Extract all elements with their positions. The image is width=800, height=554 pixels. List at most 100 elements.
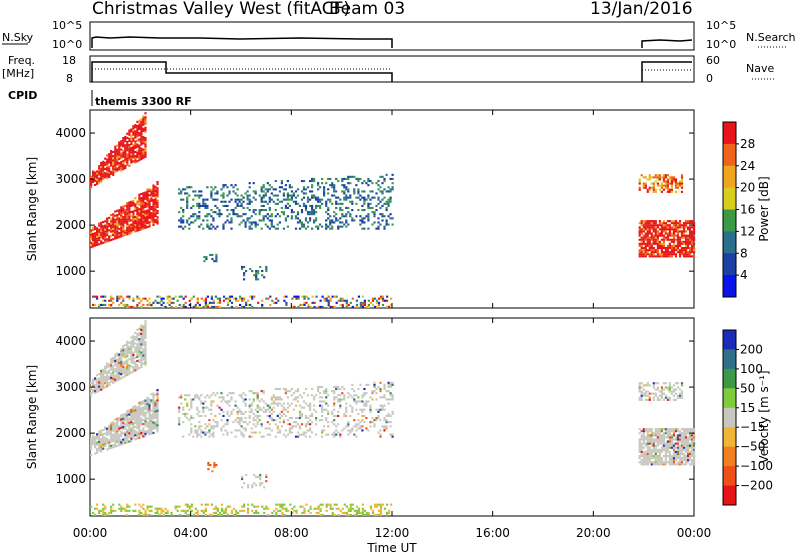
scatter-cell (200, 394, 203, 397)
scatter-cell (142, 142, 145, 145)
scatter-cell (292, 194, 295, 197)
scatter-cell (150, 305, 153, 308)
scatter-cell (124, 433, 127, 436)
scatter-cell (672, 236, 676, 239)
scatter-cell (114, 168, 117, 171)
scatter-cell (226, 204, 229, 207)
scatter-cell (241, 305, 244, 308)
scatter-cell (128, 417, 131, 420)
scatter-cell (693, 232, 696, 235)
scatter-cell (108, 299, 111, 302)
scatter-cell (116, 444, 119, 447)
scatter-cell (327, 433, 330, 436)
scatter-cell (124, 135, 127, 138)
scatter-cell (216, 198, 219, 201)
scatter-cell (136, 295, 139, 298)
scatter-cell (96, 227, 99, 230)
scatter-cell (363, 414, 366, 417)
scatter-cell (138, 138, 141, 141)
scatter-cell (337, 227, 340, 230)
scatter-cell (140, 149, 143, 152)
scatter-cell (682, 428, 686, 431)
scatter-cell (114, 509, 117, 512)
scatter-cell (116, 379, 119, 382)
scatter-cell (126, 145, 129, 148)
scatter-cell (337, 410, 340, 413)
scatter-cell (156, 418, 159, 421)
scatter-cell (138, 199, 141, 202)
scatter-cell (676, 247, 680, 250)
scatter-cell (252, 221, 255, 224)
scatter-cell (182, 221, 185, 224)
scatter-cell (120, 216, 123, 219)
scatter-cell (126, 136, 129, 139)
scatter-cell (138, 360, 141, 363)
scatter-cell (148, 406, 151, 409)
scatter-cell (279, 509, 282, 512)
scatter-cell (138, 342, 141, 345)
scatter-cell (359, 425, 362, 428)
scatter-cell (132, 150, 135, 153)
scatter-cell (313, 404, 316, 407)
scatter-cell (341, 225, 344, 228)
scatter-cell (640, 251, 643, 254)
scatter-cell (94, 444, 97, 447)
scatter-cell (263, 276, 266, 279)
scatter-cell (268, 219, 271, 222)
scatter-cell (369, 421, 372, 424)
scatter-cell (98, 381, 101, 384)
scatter-cell (146, 398, 149, 401)
scatter-cell (226, 400, 229, 403)
scatter-cell (302, 431, 306, 434)
scatter-cell (656, 440, 659, 443)
scatter-cell (662, 178, 665, 181)
scatter-cell (682, 446, 686, 449)
scatter-cell (130, 423, 133, 426)
scatter-cell (204, 202, 207, 205)
scatter-cell (302, 186, 306, 189)
scatter-cell (110, 222, 113, 225)
scatter-cell (146, 209, 149, 212)
scatter-cell (265, 475, 268, 478)
scatter-cell (132, 226, 135, 229)
scatter-cell (206, 225, 209, 228)
scatter-cell (170, 511, 173, 514)
scatter-cell (300, 406, 304, 409)
scatter-cell (134, 430, 137, 433)
scatter-cell (345, 402, 348, 405)
scatter-cell (319, 198, 322, 201)
scatter-cell (343, 192, 346, 195)
scatter-cell (674, 228, 678, 231)
scatter-cell (656, 455, 659, 458)
scatter-cell (373, 297, 377, 300)
scatter-cell (654, 392, 657, 395)
scatter-cell (110, 152, 113, 155)
scatter-cell (687, 430, 690, 433)
scatter-cell (682, 251, 686, 254)
scatter-cell (687, 442, 690, 445)
scatter-cell (251, 297, 254, 300)
scatter-cell (304, 227, 308, 230)
scatter-cell (263, 507, 266, 510)
scatter-cell (110, 172, 113, 175)
scatter-cell (315, 419, 318, 422)
scatter-cell (660, 176, 663, 179)
scatter-cell (274, 396, 277, 399)
scatter-cell (303, 303, 306, 306)
scatter-cell (341, 180, 344, 183)
scatter-cell (284, 408, 287, 411)
scatter-cell (373, 221, 376, 224)
scatter-cell (343, 190, 346, 193)
scatter-cell (230, 392, 233, 395)
scatter-cell (124, 366, 127, 369)
scatter-cell (377, 303, 381, 306)
scatter-cell (311, 421, 314, 424)
scatter-cell (118, 153, 121, 156)
scatter-cell (347, 425, 350, 428)
scatter-cell (674, 247, 678, 250)
scatter-cell (138, 157, 141, 160)
scatter-cell (116, 152, 119, 155)
scatter-cell (152, 392, 155, 395)
scatter-cell (114, 428, 117, 431)
scatter-cell (658, 232, 661, 235)
